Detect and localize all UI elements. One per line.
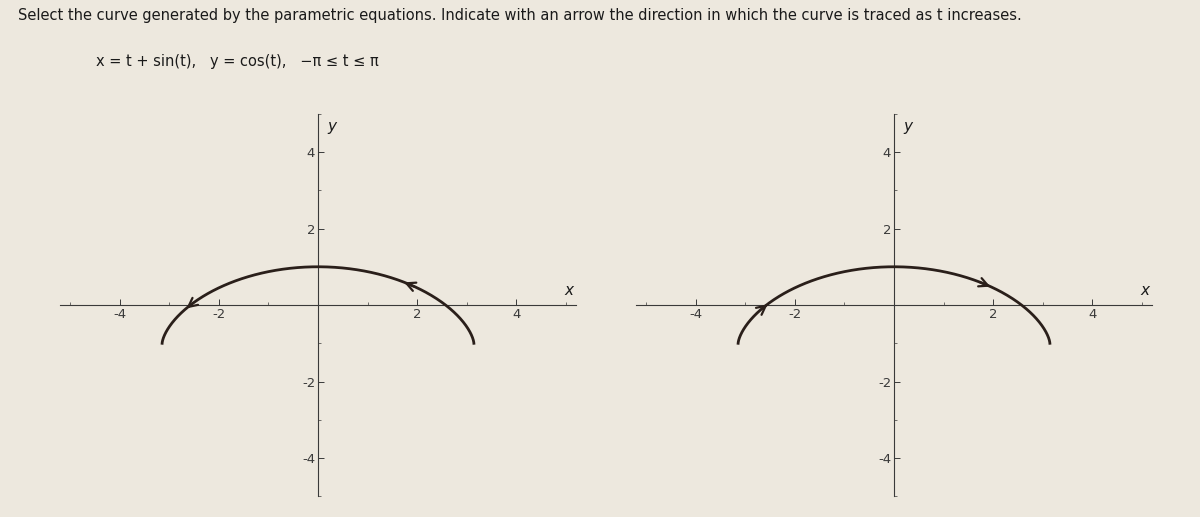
Text: Select the curve generated by the parametric equations. Indicate with an arrow t: Select the curve generated by the parame… xyxy=(18,8,1021,23)
Text: x: x xyxy=(1140,283,1150,298)
Text: x: x xyxy=(564,283,574,298)
Text: x = t + sin(t),   y = cos(t),   −π ≤ t ≤ π: x = t + sin(t), y = cos(t), −π ≤ t ≤ π xyxy=(96,54,379,69)
Text: y: y xyxy=(326,119,336,134)
Text: y: y xyxy=(902,119,912,134)
